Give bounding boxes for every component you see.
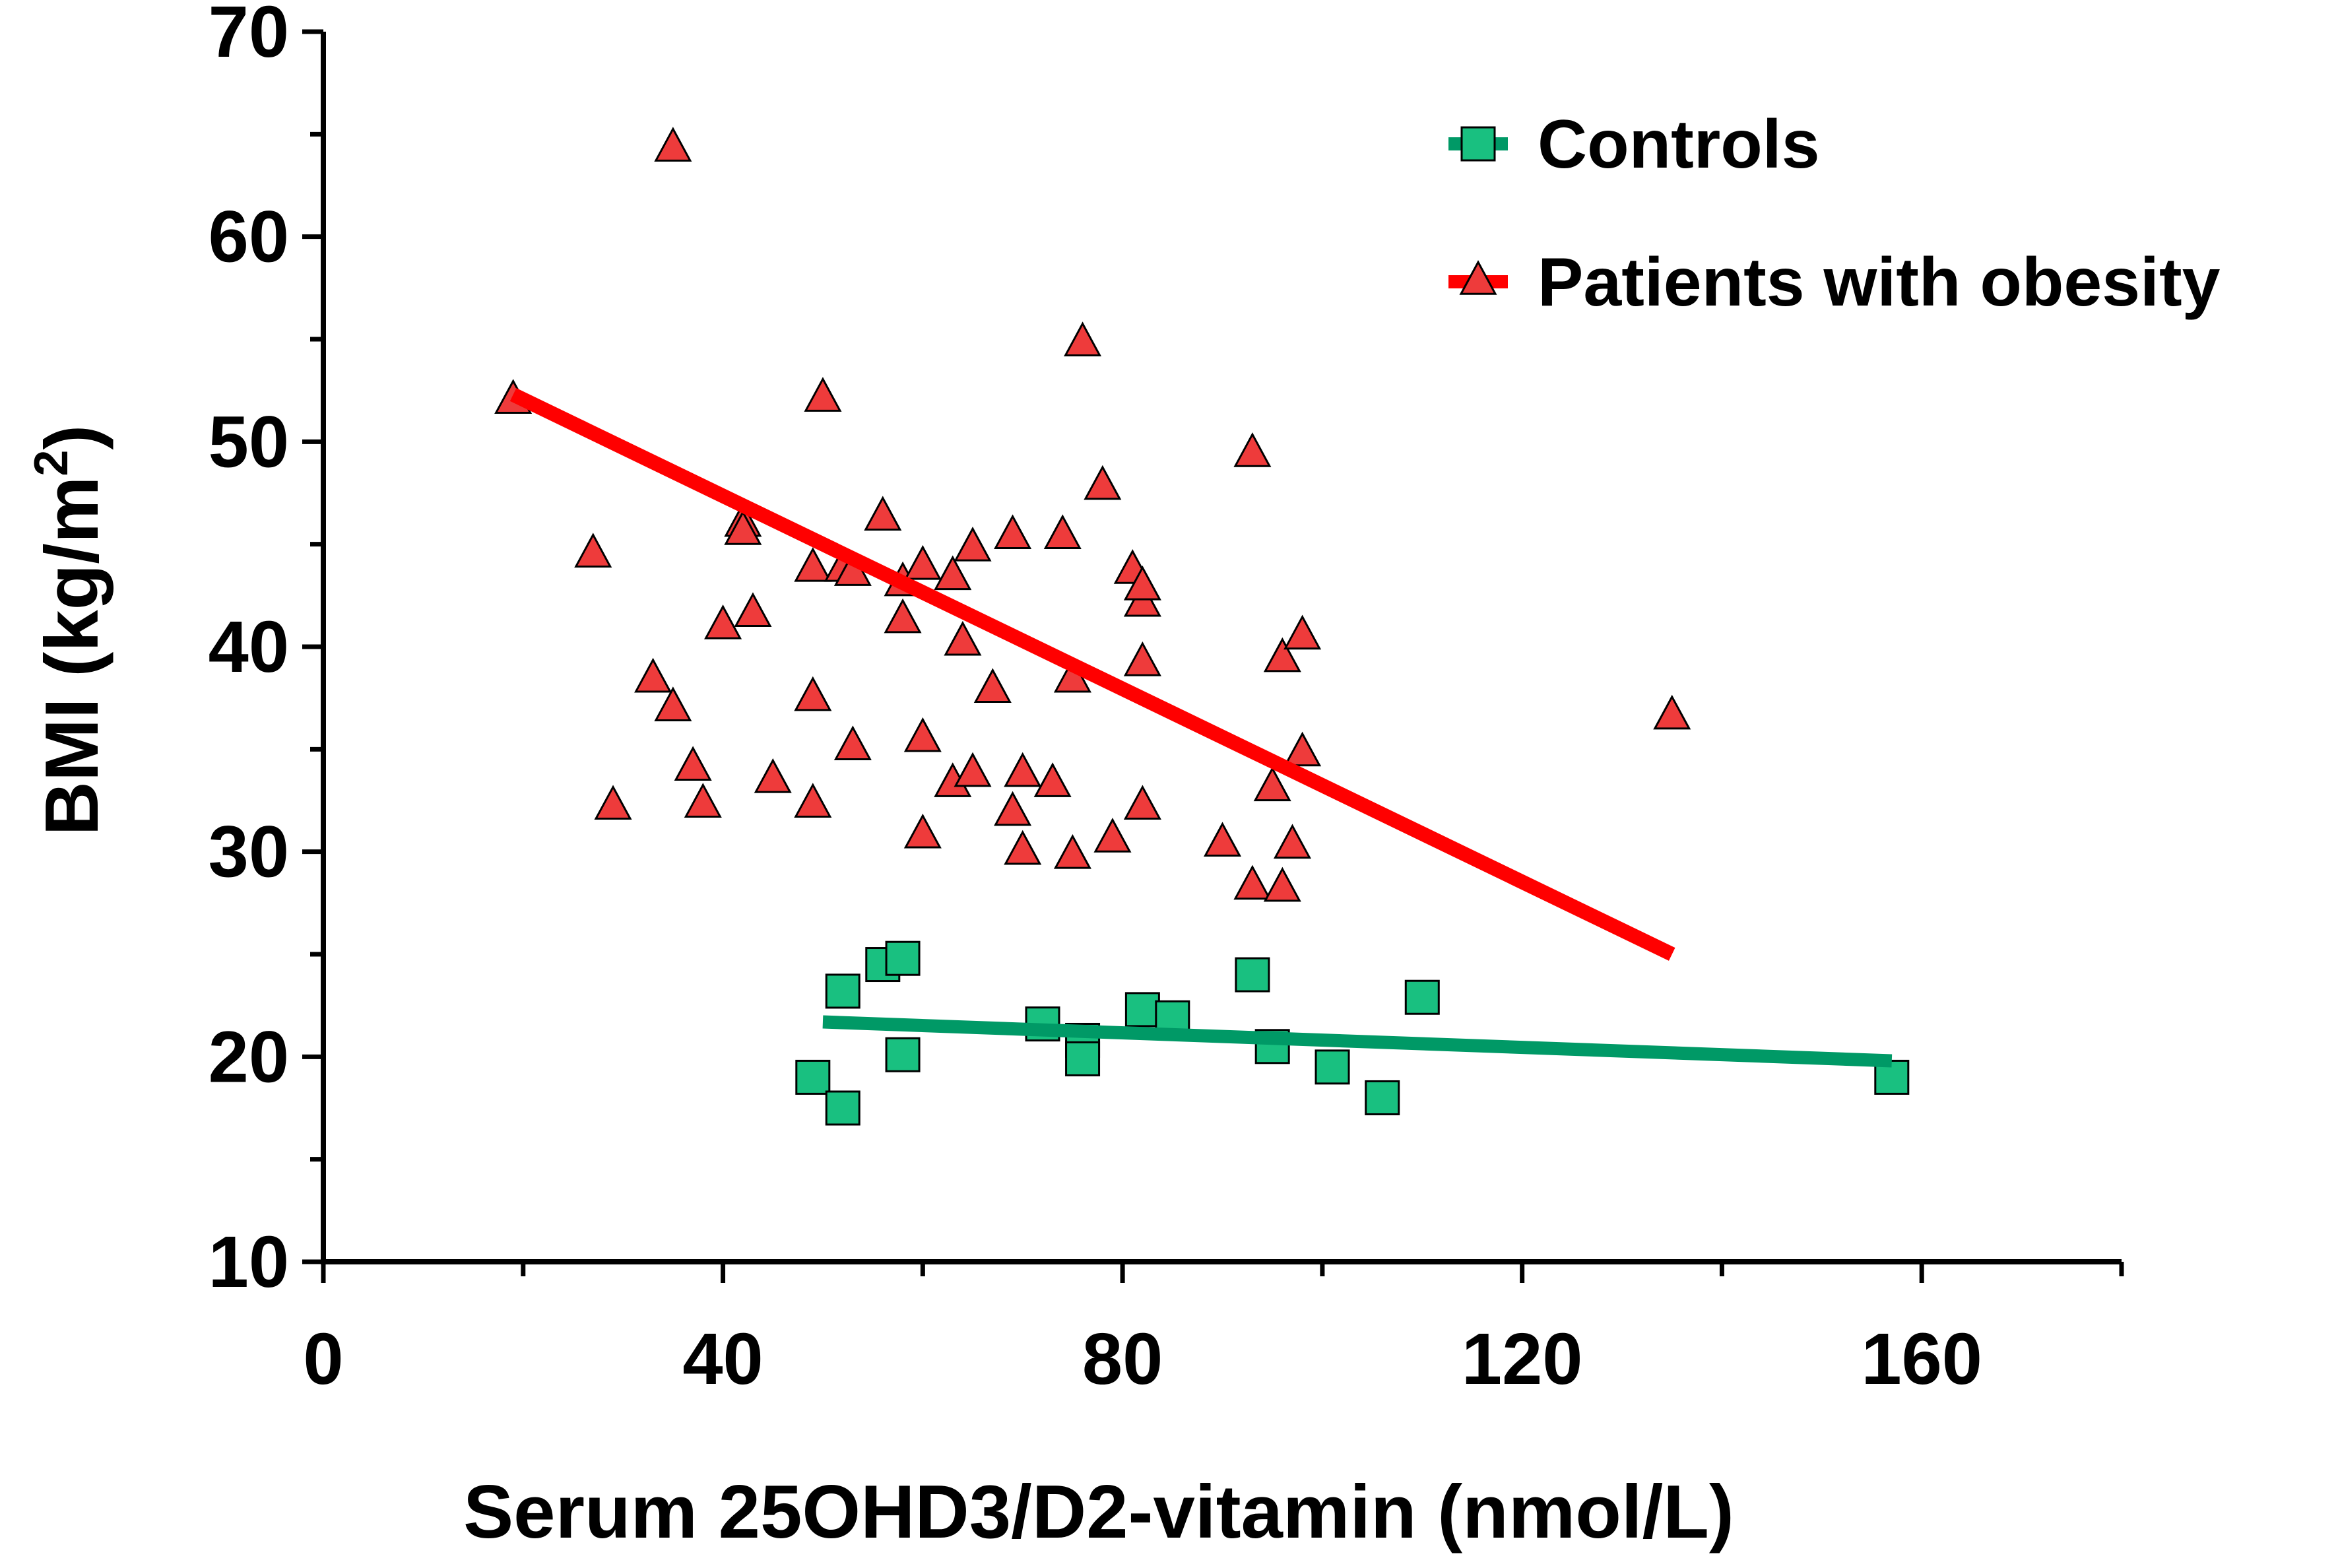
patient-point xyxy=(973,668,1012,703)
legend: Controls Patients with obesity xyxy=(1448,106,2221,321)
control-point xyxy=(1365,1080,1400,1115)
control-point xyxy=(885,940,921,976)
y-tick-label: 30 xyxy=(209,812,289,893)
patient-point xyxy=(654,686,692,721)
x-tick-label: 40 xyxy=(682,1319,763,1400)
y-tick-label: 40 xyxy=(209,606,289,688)
control-point xyxy=(1235,957,1270,993)
patient-point xyxy=(594,785,632,820)
control-point xyxy=(1404,979,1440,1015)
y-tick-label: 10 xyxy=(209,1222,289,1303)
control-point xyxy=(1065,1041,1101,1076)
patient-point xyxy=(884,598,922,634)
patient-point xyxy=(1283,614,1322,650)
patient-point xyxy=(704,604,742,639)
control-point xyxy=(1124,992,1160,1028)
patient-point xyxy=(794,547,832,582)
patient-point xyxy=(674,746,712,781)
patient-point xyxy=(903,813,942,849)
patient-point xyxy=(1004,830,1042,865)
patient-point xyxy=(864,496,902,531)
control-point xyxy=(825,1090,861,1126)
patient-point xyxy=(994,514,1032,549)
x-tick-label: 0 xyxy=(303,1319,343,1400)
x-tick-label: 160 xyxy=(1861,1319,1982,1400)
y-tick-label: 50 xyxy=(209,401,289,482)
patient-point xyxy=(574,533,612,568)
patient-point xyxy=(1273,824,1311,859)
patient-point xyxy=(1233,865,1272,900)
patient-point xyxy=(794,783,832,818)
patient-point xyxy=(1263,637,1301,672)
patient-point xyxy=(1253,766,1291,802)
x-tick-label: 120 xyxy=(1462,1319,1583,1400)
patient-trend-line xyxy=(509,387,1675,961)
patient-point xyxy=(1233,432,1272,467)
patient-point xyxy=(944,620,982,656)
y-axis-title: BMI (kg/m2) xyxy=(25,425,114,836)
patient-point xyxy=(734,592,772,628)
patient-point xyxy=(754,758,792,793)
patient-point xyxy=(634,657,672,693)
x-axis-title: Serum 25OHD3/D2-vitamin (nmol/L) xyxy=(463,1470,1734,1554)
patient-point xyxy=(1064,321,1102,356)
y-tick-label: 60 xyxy=(209,197,289,278)
patient-point xyxy=(724,510,762,545)
legend-controls-marker xyxy=(1460,126,1496,162)
patient-point xyxy=(1093,818,1132,853)
patient-point xyxy=(994,791,1032,826)
x-tick-label: 80 xyxy=(1082,1319,1163,1400)
patient-point xyxy=(1033,762,1072,797)
patient-point xyxy=(1123,565,1161,601)
patient-point xyxy=(903,717,942,752)
patient-point xyxy=(684,783,722,818)
y-axis-title-main: BMI (kg/m xyxy=(30,476,114,836)
patient-point xyxy=(1263,866,1301,902)
legend-patients-label: Patients with obesity xyxy=(1538,244,2221,321)
patient-point xyxy=(1053,833,1091,869)
y-axis-title-superscript: 2 xyxy=(25,450,78,476)
patient-point xyxy=(1653,694,1691,730)
patient-point xyxy=(954,752,992,787)
legend-patients-marker xyxy=(1459,260,1497,295)
patient-point xyxy=(1123,641,1161,676)
y-axis-title-close: ) xyxy=(30,425,114,450)
patient-point xyxy=(1084,465,1122,500)
control-point xyxy=(1315,1049,1350,1085)
patient-point xyxy=(954,526,992,562)
patient-point xyxy=(903,544,942,580)
control-point xyxy=(885,1037,921,1072)
patient-point xyxy=(1043,514,1082,549)
patient-point xyxy=(1123,785,1161,820)
patient-point xyxy=(833,725,872,760)
y-tick-label: 70 xyxy=(209,0,289,73)
control-trend-line xyxy=(822,1015,1893,1068)
patient-point xyxy=(794,676,832,711)
control-point xyxy=(795,1059,831,1095)
axes: 10 20 30 40 50 60 70 0 40 80 120 160 xyxy=(209,0,2124,1400)
y-tick-label: 20 xyxy=(209,1016,289,1097)
patient-point xyxy=(654,127,692,162)
patient-point xyxy=(934,555,972,591)
patient-point xyxy=(1004,752,1042,787)
patient-point xyxy=(804,377,842,412)
patient-point xyxy=(1203,822,1242,857)
axis-labels: Serum 25OHD3/D2-vitamin (nmol/L) BMI (kg… xyxy=(25,425,1734,1554)
legend-controls-label: Controls xyxy=(1538,106,1820,183)
trend-lines xyxy=(509,387,1893,1068)
patient-point xyxy=(1283,731,1322,767)
control-point xyxy=(825,973,861,1009)
